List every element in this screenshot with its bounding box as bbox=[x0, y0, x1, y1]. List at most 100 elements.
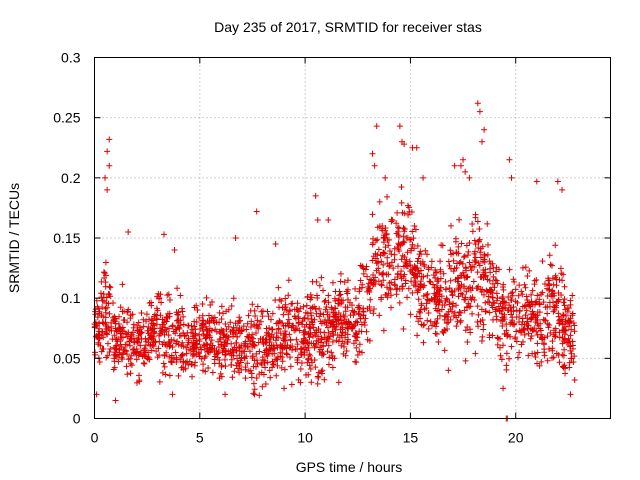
data-point bbox=[348, 325, 355, 332]
data-point bbox=[348, 302, 355, 309]
data-point bbox=[570, 358, 577, 365]
data-point bbox=[233, 355, 240, 362]
data-point bbox=[92, 351, 99, 358]
data-point bbox=[326, 354, 333, 361]
data-point bbox=[436, 288, 443, 295]
data-point bbox=[364, 336, 371, 343]
data-point bbox=[375, 278, 382, 285]
data-point bbox=[555, 289, 562, 296]
data-point bbox=[291, 313, 298, 320]
data-point bbox=[117, 341, 124, 348]
data-point bbox=[453, 323, 460, 330]
data-point bbox=[298, 351, 305, 358]
data-point bbox=[278, 364, 285, 371]
data-point bbox=[414, 258, 421, 265]
data-point bbox=[425, 325, 432, 332]
data-point bbox=[228, 302, 235, 309]
data-point bbox=[245, 334, 252, 341]
data-point bbox=[315, 338, 322, 345]
data-point bbox=[233, 339, 240, 346]
data-point bbox=[198, 355, 205, 362]
data-point bbox=[432, 305, 439, 312]
data-point bbox=[246, 340, 253, 347]
data-point bbox=[408, 236, 415, 243]
data-point bbox=[435, 296, 442, 303]
y-tick-label: 0.2 bbox=[61, 170, 81, 186]
data-point bbox=[329, 364, 336, 371]
data-point bbox=[159, 341, 166, 348]
data-point bbox=[536, 309, 543, 316]
data-point bbox=[379, 227, 386, 234]
data-point bbox=[567, 342, 574, 349]
data-point bbox=[478, 288, 485, 295]
data-point bbox=[481, 126, 488, 133]
data-point bbox=[544, 333, 551, 340]
data-point bbox=[198, 322, 205, 329]
data-point bbox=[254, 317, 261, 324]
data-point bbox=[562, 336, 569, 343]
data-point bbox=[484, 241, 491, 248]
data-point bbox=[367, 296, 374, 303]
data-point bbox=[309, 278, 316, 285]
data-point bbox=[126, 338, 133, 345]
data-point bbox=[298, 345, 305, 352]
data-point bbox=[150, 339, 157, 346]
data-point bbox=[468, 267, 475, 274]
data-point bbox=[437, 284, 444, 291]
data-point bbox=[424, 251, 431, 258]
data-point bbox=[279, 319, 286, 326]
data-point bbox=[292, 315, 299, 322]
data-point bbox=[454, 260, 461, 267]
data-point bbox=[459, 291, 466, 298]
data-point bbox=[482, 266, 489, 273]
x-tick-label: 20 bbox=[508, 430, 524, 446]
data-point bbox=[252, 313, 259, 320]
data-point bbox=[105, 300, 112, 307]
data-point bbox=[549, 355, 556, 362]
data-point bbox=[380, 249, 387, 256]
data-point bbox=[124, 333, 131, 340]
data-point bbox=[456, 216, 463, 223]
data-point bbox=[357, 315, 364, 322]
data-point bbox=[527, 316, 534, 323]
data-point bbox=[143, 311, 150, 318]
data-point bbox=[462, 327, 469, 334]
data-point bbox=[182, 332, 189, 339]
data-point bbox=[512, 298, 519, 305]
data-point bbox=[529, 301, 536, 308]
data-point bbox=[315, 369, 322, 376]
data-point bbox=[505, 307, 512, 314]
data-point bbox=[272, 241, 279, 248]
data-point bbox=[356, 306, 363, 313]
data-point bbox=[236, 317, 243, 324]
data-point bbox=[382, 174, 389, 181]
data-point bbox=[415, 255, 422, 262]
data-point bbox=[542, 304, 549, 311]
data-point bbox=[434, 276, 441, 283]
data-point bbox=[534, 349, 541, 356]
data-point bbox=[505, 293, 512, 300]
data-point bbox=[236, 363, 243, 370]
data-point bbox=[556, 276, 563, 283]
data-point bbox=[392, 282, 399, 289]
data-point bbox=[148, 347, 155, 354]
data-point bbox=[534, 316, 541, 323]
data-point bbox=[147, 325, 154, 332]
data-point bbox=[279, 358, 286, 365]
data-point bbox=[203, 294, 210, 301]
data-point bbox=[282, 295, 289, 302]
data-point bbox=[447, 222, 454, 229]
data-point bbox=[130, 324, 137, 331]
data-point bbox=[534, 332, 541, 339]
data-point bbox=[428, 258, 435, 265]
data-point bbox=[522, 264, 529, 271]
data-point bbox=[489, 304, 496, 311]
data-point bbox=[382, 244, 389, 251]
data-point bbox=[380, 277, 387, 284]
data-point bbox=[523, 307, 530, 314]
data-point bbox=[490, 273, 497, 280]
data-point bbox=[494, 334, 501, 341]
data-point bbox=[319, 349, 326, 356]
data-point bbox=[142, 349, 149, 356]
data-point bbox=[519, 338, 526, 345]
